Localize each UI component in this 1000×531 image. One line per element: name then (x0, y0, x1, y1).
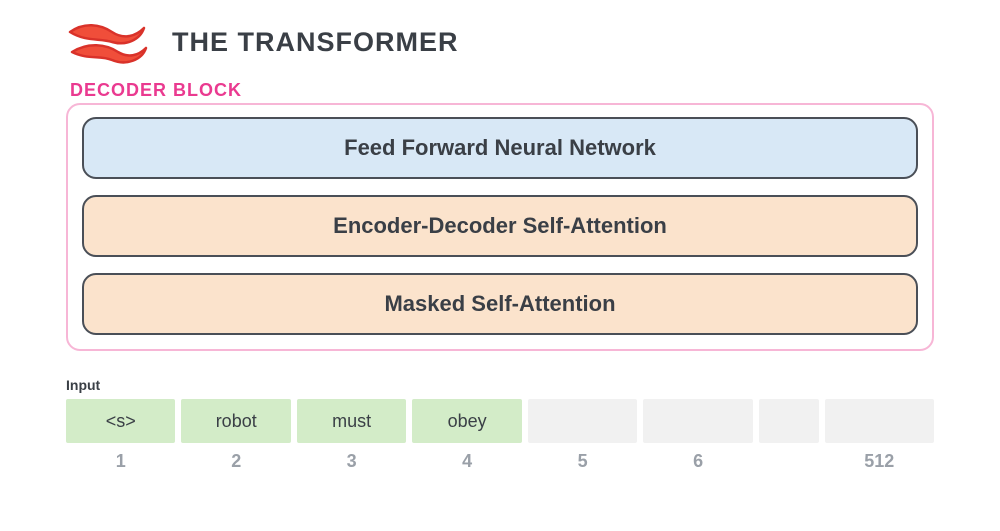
token-cell: obey (412, 399, 521, 443)
page-title: THE TRANSFORMER (172, 27, 459, 58)
token-cell: robot (181, 399, 290, 443)
token-index (759, 449, 819, 473)
layer-masked-self-attn: Masked Self-Attention (82, 273, 918, 335)
token-row: <s>robotmustobey (66, 399, 934, 443)
token-cell (643, 399, 752, 443)
input-section: Input <s>robotmustobey 123456 512 (66, 377, 934, 473)
layer-feed-forward: Feed Forward Neural Network (82, 117, 918, 179)
decoder-block-label: DECODER BLOCK (70, 80, 934, 101)
flame-logo-icon (66, 18, 148, 66)
token-cell: <s> (66, 399, 175, 443)
token-index: 4 (412, 449, 521, 473)
input-label: Input (66, 377, 934, 393)
index-row: 123456 512 (66, 449, 934, 473)
header: THE TRANSFORMER (66, 18, 934, 66)
layer-encoder-decoder-attn: Encoder-Decoder Self-Attention (82, 195, 918, 257)
token-index: 1 (66, 449, 175, 473)
token-cell (825, 399, 934, 443)
token-index: 512 (825, 449, 934, 473)
decoder-block: Feed Forward Neural Network Encoder-Deco… (66, 103, 934, 351)
token-index: 6 (643, 449, 752, 473)
token-cell (759, 399, 819, 443)
token-index: 5 (528, 449, 637, 473)
diagram-root: THE TRANSFORMER DECODER BLOCK Feed Forwa… (0, 0, 1000, 473)
token-index: 3 (297, 449, 406, 473)
token-cell: must (297, 399, 406, 443)
token-cell (528, 399, 637, 443)
token-index: 2 (181, 449, 290, 473)
